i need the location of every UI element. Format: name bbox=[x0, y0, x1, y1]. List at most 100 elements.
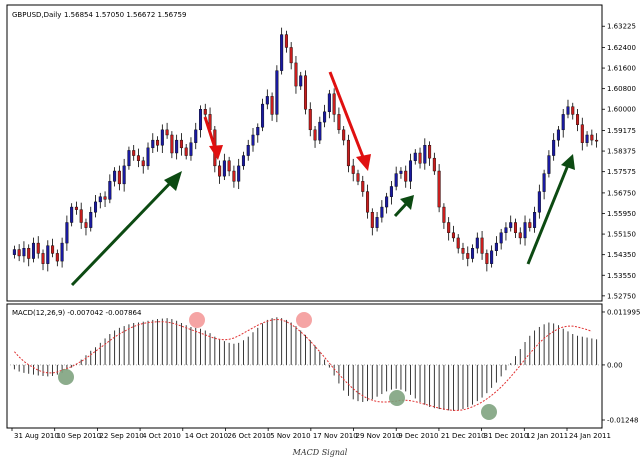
arrow-up-icon bbox=[164, 171, 182, 191]
arrow-up-icon bbox=[561, 154, 575, 170]
bull-candle bbox=[385, 196, 389, 208]
bear-candle bbox=[203, 109, 207, 115]
price-axis: 1.63225 1.62400 1.61600 1.60800 1.60000 1.591… bbox=[602, 23, 636, 300]
bear-candle bbox=[356, 173, 360, 182]
arrow-down-icon bbox=[356, 154, 371, 171]
bull-candle bbox=[556, 129, 560, 141]
bull-candle bbox=[189, 142, 193, 156]
bear-candle bbox=[84, 222, 88, 228]
bull-candle bbox=[413, 152, 417, 161]
bull-candle bbox=[561, 114, 565, 131]
price-pane[interactable] bbox=[6, 4, 603, 302]
bear-candle bbox=[103, 196, 107, 200]
bull-candle bbox=[113, 170, 117, 182]
bull-candle bbox=[98, 196, 102, 203]
bear-candle bbox=[132, 150, 136, 156]
bear-candle bbox=[428, 145, 432, 159]
bear-candle bbox=[51, 245, 55, 254]
bull-candle bbox=[547, 155, 551, 174]
price-tick-label: 1.59175 bbox=[607, 127, 636, 135]
candlestick-series bbox=[12, 27, 599, 272]
bull-candle bbox=[60, 242, 64, 262]
bear-candle bbox=[351, 165, 355, 174]
bull-candle bbox=[475, 237, 479, 249]
bull-candle bbox=[423, 145, 427, 164]
bull-candle bbox=[46, 245, 50, 264]
arrow-up-icon bbox=[526, 164, 570, 265]
arrow-down-icon bbox=[203, 116, 217, 149]
buy-signal-circle-icon bbox=[58, 369, 74, 385]
date-tick-label: 10 Sep 2010 bbox=[57, 432, 101, 440]
bull-candle bbox=[70, 206, 74, 223]
date-tick-label: 9 Dec 2010 bbox=[398, 432, 438, 440]
bull-candle bbox=[533, 211, 537, 228]
bull-candle bbox=[198, 109, 203, 131]
macd-tick-label: 0.00 bbox=[607, 361, 623, 369]
price-tick-label: 1.63225 bbox=[607, 23, 636, 31]
bear-candle bbox=[184, 147, 188, 156]
price-tick-label: 1.60000 bbox=[607, 106, 636, 114]
bear-candle bbox=[576, 114, 580, 125]
price-tick-label: 1.54350 bbox=[607, 251, 636, 259]
bull-candle bbox=[394, 173, 398, 187]
bear-candle bbox=[270, 96, 274, 115]
bull-candle bbox=[122, 165, 126, 185]
bull-candle bbox=[552, 139, 556, 156]
bear-candle bbox=[447, 222, 451, 233]
bear-candle bbox=[366, 191, 370, 213]
figure-caption: MACD Signal bbox=[292, 448, 348, 457]
date-tick-label: 31 Dec 2010 bbox=[484, 432, 529, 440]
bear-candle bbox=[361, 181, 365, 192]
bear-candle bbox=[404, 170, 408, 182]
arrow-down-icon bbox=[209, 145, 223, 160]
bull-candle bbox=[380, 206, 384, 218]
bull-candle bbox=[490, 250, 494, 264]
bull-candle bbox=[246, 145, 250, 156]
price-tick-label: 1.52750 bbox=[607, 292, 636, 300]
bear-candle bbox=[518, 232, 522, 239]
bear-candle bbox=[451, 232, 455, 239]
price-tick-label: 1.58375 bbox=[607, 148, 636, 156]
bull-candle bbox=[94, 201, 98, 213]
macd-tick-label: 0.011995 bbox=[607, 308, 640, 316]
bear-candle bbox=[332, 93, 336, 115]
bull-candle bbox=[389, 186, 393, 197]
bull-candle bbox=[504, 227, 508, 233]
date-tick-label: 21 Dec 2010 bbox=[441, 432, 486, 440]
bear-candle bbox=[456, 237, 460, 249]
bear-candle bbox=[289, 47, 293, 64]
bear-candle bbox=[308, 109, 312, 131]
bull-candle bbox=[585, 134, 589, 143]
bull-candle bbox=[265, 96, 269, 105]
symbol-title: GBPUSD,Daily bbox=[12, 11, 61, 19]
arrow-up-icon bbox=[393, 201, 409, 218]
bull-candle bbox=[499, 232, 503, 244]
bear-candle bbox=[284, 34, 288, 48]
bull-candle bbox=[542, 173, 546, 192]
bear-candle bbox=[571, 106, 575, 115]
bear-candle bbox=[580, 124, 584, 143]
bear-candle bbox=[170, 134, 174, 154]
bull-candle bbox=[327, 93, 331, 113]
arrow-up-icon bbox=[70, 176, 177, 287]
bull-candle bbox=[537, 191, 541, 213]
bear-candle bbox=[136, 155, 140, 161]
bull-candle bbox=[256, 127, 260, 136]
bear-candle bbox=[141, 160, 145, 167]
bear-candle bbox=[74, 206, 78, 210]
bull-candle bbox=[12, 249, 16, 255]
bear-candle bbox=[437, 170, 441, 208]
bull-candle bbox=[151, 139, 155, 149]
bull-candle bbox=[494, 242, 498, 252]
bear-candle bbox=[27, 248, 31, 259]
bear-candle bbox=[337, 114, 341, 131]
date-tick-label: 24 Jan 2011 bbox=[569, 432, 611, 440]
price-tick-label: 1.55150 bbox=[607, 231, 636, 239]
bull-candle bbox=[280, 34, 284, 71]
macd-histogram bbox=[13, 317, 598, 411]
bear-candle bbox=[485, 253, 489, 264]
bull-candle bbox=[471, 248, 475, 259]
bull-candle bbox=[251, 134, 255, 146]
bull-candle bbox=[408, 160, 413, 182]
